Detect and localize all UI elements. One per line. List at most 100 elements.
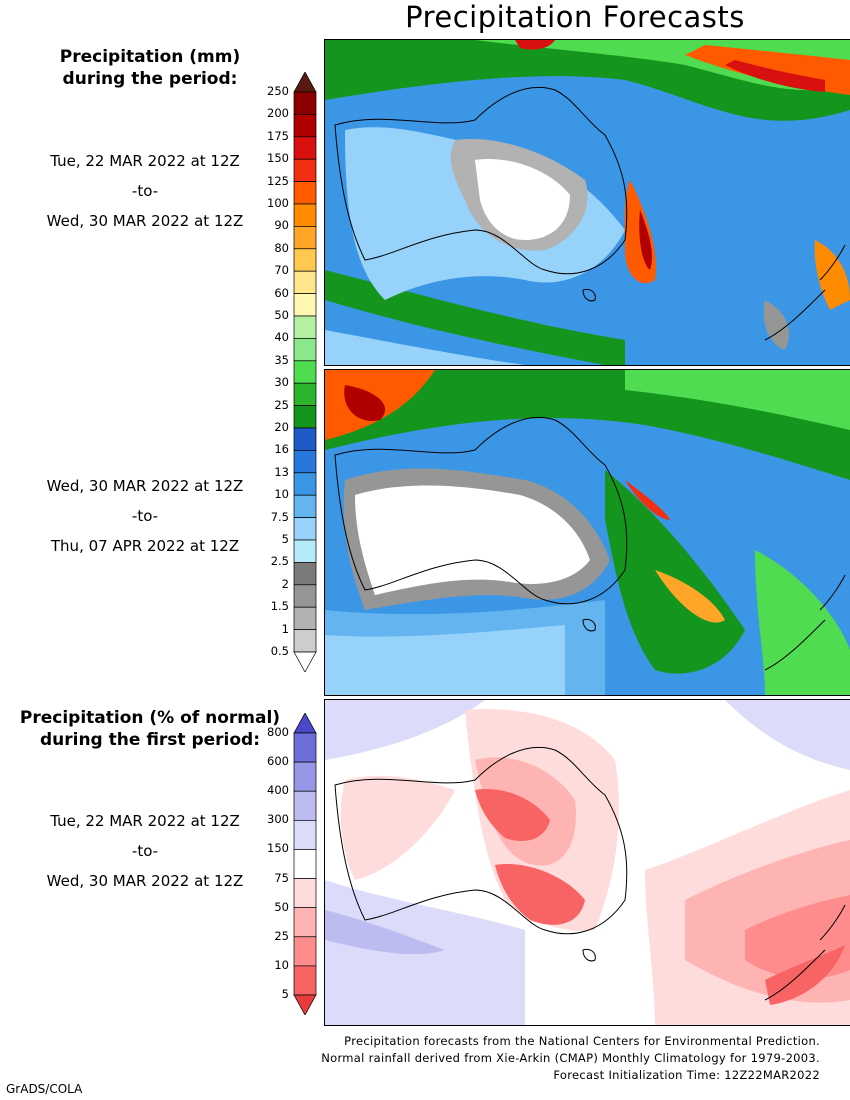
colorbar-tick-label: 75 xyxy=(274,870,289,885)
mm-colorbar xyxy=(293,72,317,672)
colorbar-tick-label: 5 xyxy=(281,532,289,546)
mm-legend-heading: Precipitation (mm) during the period: xyxy=(40,46,260,90)
period2-start: Wed, 30 MAR 2022 at 12Z xyxy=(46,477,244,495)
colorbar-swatch xyxy=(293,849,317,879)
colorbar-bottom-arrow xyxy=(293,651,317,672)
pct-legend-heading-line2: during the first period: xyxy=(39,730,261,750)
colorbar-swatch xyxy=(293,360,317,384)
colorbar-tick-label: 10 xyxy=(274,957,289,972)
colorbar-swatch xyxy=(293,761,317,792)
colorbar-tick-label: 0.5 xyxy=(270,644,289,658)
colorbar-tick-label: 80 xyxy=(274,240,289,255)
map-pct-graphic xyxy=(325,700,850,1025)
colorbar-swatch xyxy=(293,270,317,294)
colorbar-swatch xyxy=(293,819,317,850)
colorbar-swatch xyxy=(293,158,317,182)
colorbar-tick-label: 60 xyxy=(274,285,289,300)
period3-start: Tue, 22 MAR 2022 at 12Z xyxy=(50,812,240,830)
pct-colorbar xyxy=(293,713,317,1015)
colorbar-tick-label: 16 xyxy=(274,442,289,457)
colorbar-tick-label: 250 xyxy=(267,84,289,98)
colorbar-bottom-arrow xyxy=(293,994,317,1015)
colorbar-tick-label: 150 xyxy=(267,151,289,166)
colorbar-swatch xyxy=(293,114,317,138)
colorbar-tick-label: 30 xyxy=(274,375,289,390)
colorbar-swatch xyxy=(293,203,317,227)
colorbar-swatch xyxy=(293,517,317,541)
map-week1-precip xyxy=(324,39,850,366)
footer-line1: Precipitation forecasts from the Nationa… xyxy=(344,1034,820,1048)
colorbar-tick-label: 7.5 xyxy=(270,509,289,524)
colorbar-swatch xyxy=(293,472,317,496)
page-title: Precipitation Forecasts xyxy=(405,0,745,34)
footer-line2: Normal rainfall derived from Xie-Arkin (… xyxy=(321,1051,820,1065)
colorbar-swatch xyxy=(293,539,317,563)
period1-start: Tue, 22 MAR 2022 at 12Z xyxy=(50,152,240,170)
colorbar-swatch xyxy=(293,732,317,763)
mm-legend-heading-line1: Precipitation (mm) xyxy=(59,47,241,67)
colorbar-tick-label: 40 xyxy=(274,330,289,345)
colorbar-swatch xyxy=(293,606,317,630)
colorbar-tick-label: 20 xyxy=(274,420,289,434)
colorbar-tick-label: 175 xyxy=(267,128,289,143)
colorbar-tick-label: 35 xyxy=(274,352,289,367)
colorbar-top-arrow xyxy=(293,713,317,734)
colorbar-tick-label: 25 xyxy=(274,397,289,412)
colorbar-swatch xyxy=(293,907,317,938)
colorbar-tick-label: 1.5 xyxy=(270,599,289,614)
colorbar-tick-label: 100 xyxy=(267,196,289,210)
period2-separator: -to- xyxy=(131,507,159,525)
colorbar-tick-label: 5 xyxy=(281,987,289,1001)
colorbar-tick-label: 400 xyxy=(267,783,289,798)
period2-end: Thu, 07 APR 2022 at 12Z xyxy=(50,537,240,555)
colorbar-swatch xyxy=(293,382,317,406)
map-pct-normal xyxy=(324,699,850,1026)
colorbar-tick-label: 10 xyxy=(274,487,289,502)
colorbar-tick-label: 800 xyxy=(267,725,289,739)
colorbar-tick-label: 90 xyxy=(274,218,289,233)
period3-separator: -to- xyxy=(131,842,159,860)
colorbar-swatch xyxy=(293,405,317,429)
map-week2-precip xyxy=(324,369,850,696)
colorbar-tick-label: 600 xyxy=(267,754,289,769)
period3-end: Wed, 30 MAR 2022 at 12Z xyxy=(46,872,244,890)
colorbar-tick-label: 150 xyxy=(267,841,289,856)
colorbar-swatch xyxy=(293,315,317,339)
colorbar-swatch xyxy=(293,936,317,967)
colorbar-tick-label: 2 xyxy=(281,576,289,591)
colorbar-top-arrow xyxy=(293,72,317,93)
colorbar-swatch xyxy=(293,562,317,586)
colorbar-swatch xyxy=(293,248,317,272)
colorbar-swatch xyxy=(293,181,317,205)
map-week1-graphic xyxy=(325,40,850,365)
colorbar-swatch xyxy=(293,790,317,821)
colorbar-swatch xyxy=(293,584,317,608)
pct-legend-heading: Precipitation (% of normal) during the f… xyxy=(10,707,290,751)
colorbar-tick-label: 50 xyxy=(274,308,289,322)
credit-label: GrADS/COLA xyxy=(6,1082,83,1096)
colorbar-tick-label: 200 xyxy=(267,106,289,121)
colorbar-tick-label: 70 xyxy=(274,263,289,278)
colorbar-swatch xyxy=(293,91,317,115)
colorbar-tick-label: 25 xyxy=(274,928,289,943)
map-week2-graphic xyxy=(325,370,850,695)
colorbar-tick-label: 13 xyxy=(274,464,289,479)
mm-legend-heading-line2: during the period: xyxy=(62,69,238,89)
footer-line3: Forecast Initialization Time: 12Z22MAR20… xyxy=(553,1068,820,1082)
colorbar-swatch xyxy=(293,338,317,362)
colorbar-tick-label: 2.5 xyxy=(270,554,289,569)
colorbar-tick-label: 125 xyxy=(267,173,289,188)
colorbar-swatch xyxy=(293,136,317,160)
colorbar-swatch xyxy=(293,226,317,250)
pct-legend-heading-line1: Precipitation (% of normal) xyxy=(19,708,281,728)
colorbar-swatch xyxy=(293,293,317,317)
colorbar-swatch xyxy=(293,629,317,653)
colorbar-swatch xyxy=(293,494,317,518)
period1-end: Wed, 30 MAR 2022 at 12Z xyxy=(46,212,244,230)
colorbar-swatch xyxy=(293,427,317,451)
colorbar-swatch xyxy=(293,450,317,474)
period1-separator: -to- xyxy=(131,182,159,200)
colorbar-tick-label: 50 xyxy=(274,899,289,914)
colorbar-tick-label: 1 xyxy=(281,621,289,636)
colorbar-swatch xyxy=(293,878,317,909)
